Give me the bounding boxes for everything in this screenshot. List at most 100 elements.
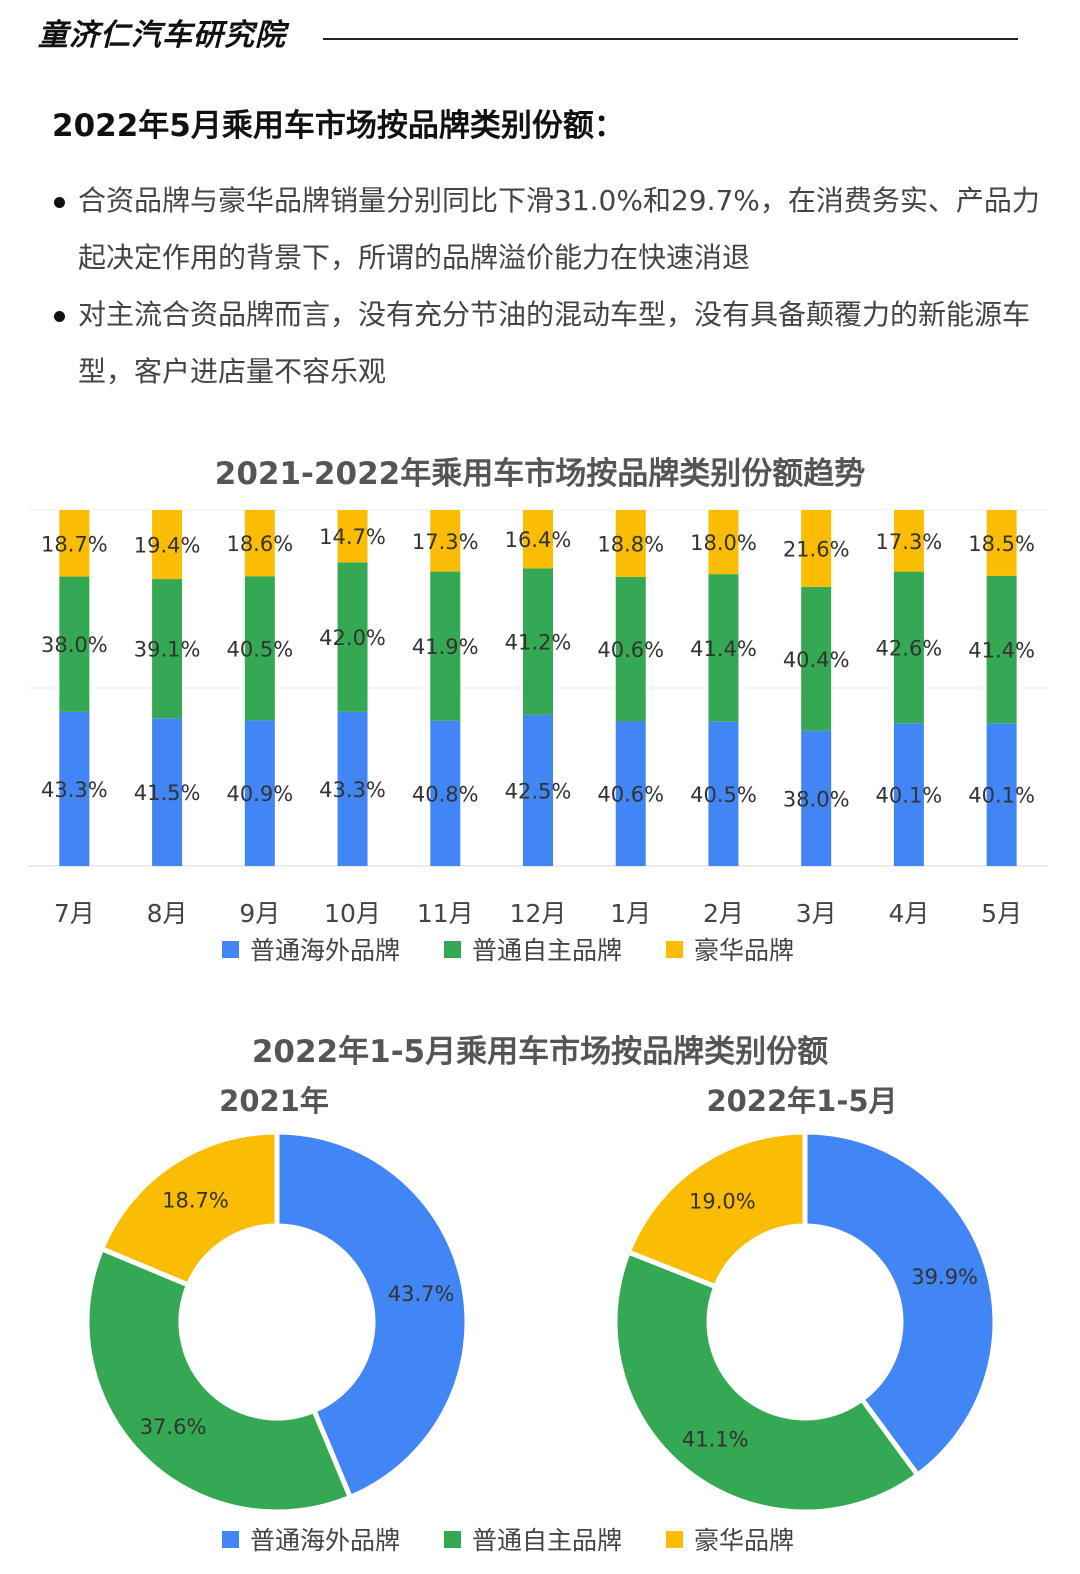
legend-swatch bbox=[222, 941, 239, 958]
data-label: 43.3% bbox=[319, 778, 386, 802]
bullet-list: 合资品牌与豪华品牌销量分别同比下滑31.0%和29.7%，在消费务实、产品力起决… bbox=[50, 172, 1040, 400]
bar-segment bbox=[523, 714, 553, 866]
section-title: 2022年5月乘用车市场按品牌类别份额： bbox=[52, 108, 625, 144]
legend-label: 普通自主品牌 bbox=[472, 936, 622, 965]
bar-segment bbox=[152, 579, 183, 719]
bar-segment bbox=[337, 510, 368, 563]
legend-label: 普通海外品牌 bbox=[250, 936, 400, 965]
donut-title: 2021年 bbox=[219, 1084, 329, 1118]
data-label: 14.7% bbox=[319, 525, 386, 549]
bar-segment bbox=[615, 576, 646, 722]
donut-charts: 2021年 43.7% 37.6% 18.7% 2022年1-5月 39.9% 41.1% 1… bbox=[84, 1084, 998, 1555]
bar-segment bbox=[615, 510, 646, 577]
bar-segment bbox=[801, 730, 832, 866]
slice-label: 43.7% bbox=[388, 1282, 455, 1306]
bar-segment bbox=[430, 720, 461, 866]
data-label: 43.3% bbox=[41, 778, 108, 802]
x-tick-label: 12月 bbox=[510, 899, 567, 928]
bullet-item: 合资品牌与豪华品牌销量分别同比下滑31.0%和29.7%，在消费务实、产品力起决… bbox=[50, 172, 1040, 286]
bar-segment bbox=[59, 510, 90, 577]
data-label: 41.2% bbox=[505, 631, 572, 655]
x-tick-label: 3月 bbox=[796, 899, 837, 928]
bar-segment bbox=[801, 586, 832, 731]
x-tick-label: 5月 bbox=[981, 899, 1022, 928]
donut-title: 2022年1-5月 bbox=[706, 1084, 897, 1118]
donut-slice bbox=[625, 1129, 808, 1290]
brand-title: 童济仁汽车研究院 bbox=[38, 18, 286, 53]
data-label: 41.4% bbox=[690, 637, 757, 661]
bar-segment bbox=[244, 510, 275, 577]
data-label: 40.6% bbox=[597, 638, 664, 662]
data-label: 40.1% bbox=[968, 784, 1035, 808]
data-label: 41.4% bbox=[968, 639, 1035, 663]
header-rule bbox=[323, 38, 1018, 40]
page-header: 童济仁汽车研究院 bbox=[38, 4, 1018, 53]
bullet-text: 对主流合资品牌而言，没有充分节油的混动车型，没有具备颠覆力的新能源车型，客户进店… bbox=[78, 298, 1031, 388]
data-label: 40.5% bbox=[226, 637, 293, 661]
data-label: 40.5% bbox=[690, 783, 757, 807]
x-tick-label: 2月 bbox=[703, 899, 744, 928]
slice-label: 18.7% bbox=[162, 1189, 229, 1213]
data-label: 40.9% bbox=[226, 782, 293, 806]
data-label: 17.3% bbox=[412, 530, 479, 554]
legend-swatch bbox=[666, 1531, 683, 1548]
x-tick-label: 4月 bbox=[888, 899, 929, 928]
bullet-dot-icon bbox=[54, 311, 65, 322]
bar-segment bbox=[615, 721, 646, 866]
bar-segment bbox=[523, 568, 553, 715]
bullet-item: 对主流合资品牌而言，没有充分节油的混动车型，没有具备颠覆力的新能源车型，客户进店… bbox=[50, 286, 1040, 400]
data-label: 16.4% bbox=[505, 528, 572, 552]
legend-swatch bbox=[444, 941, 461, 958]
bar-segment bbox=[59, 576, 90, 712]
x-tick-label: 7月 bbox=[54, 899, 95, 928]
bar-segment bbox=[893, 510, 924, 572]
legend-swatch bbox=[222, 1531, 239, 1548]
donut-slice bbox=[802, 1129, 998, 1479]
legend-label: 普通自主品牌 bbox=[472, 1526, 622, 1555]
data-label: 18.5% bbox=[968, 532, 1035, 556]
data-label: 42.0% bbox=[319, 626, 386, 650]
data-label: 38.0% bbox=[41, 633, 108, 657]
data-label: 40.8% bbox=[412, 782, 479, 806]
bar-segment bbox=[801, 510, 832, 587]
bar-segment bbox=[430, 571, 461, 721]
bar-segment bbox=[59, 711, 90, 866]
legend-swatch bbox=[666, 941, 683, 958]
bar-segment bbox=[337, 711, 368, 866]
bar-segment bbox=[430, 510, 461, 572]
x-tick-label: 8月 bbox=[147, 899, 188, 928]
bar-segment bbox=[523, 510, 553, 569]
bullet-dot-icon bbox=[54, 197, 65, 208]
data-label: 40.1% bbox=[876, 784, 943, 808]
donut-slice bbox=[98, 1129, 280, 1289]
bar-segment bbox=[708, 574, 739, 722]
bar-segment bbox=[152, 510, 183, 580]
bullet-text: 合资品牌与豪华品牌销量分别同比下滑31.0%和29.7%，在消费务实、产品力起决… bbox=[78, 184, 1040, 274]
bar-segment bbox=[893, 571, 924, 724]
bar-chart-title: 2021-2022年乘用车市场按品牌类别份额趋势 bbox=[214, 456, 866, 492]
data-label: 42.6% bbox=[876, 636, 943, 660]
data-label: 18.7% bbox=[41, 532, 108, 556]
slice-label: 39.9% bbox=[911, 1265, 978, 1289]
donut-chart-title: 2022年1-5月乘用车市场按品牌类别份额 bbox=[251, 1034, 829, 1070]
slice-label: 37.6% bbox=[140, 1415, 207, 1439]
bar-segment bbox=[244, 576, 275, 721]
data-label: 41.9% bbox=[412, 635, 479, 659]
data-label: 21.6% bbox=[783, 537, 850, 561]
legend-label: 豪华品牌 bbox=[694, 1526, 794, 1555]
x-tick-label: 10月 bbox=[324, 899, 381, 928]
bar-segment bbox=[986, 723, 1017, 866]
legend-swatch bbox=[444, 1531, 461, 1548]
data-label: 19.4% bbox=[134, 534, 201, 558]
legend-label: 普通海外品牌 bbox=[250, 1526, 400, 1555]
legend-label: 豪华品牌 bbox=[694, 936, 794, 965]
data-label: 41.5% bbox=[134, 781, 201, 805]
data-label: 18.8% bbox=[597, 532, 664, 556]
x-tick-label: 11月 bbox=[417, 899, 474, 928]
data-label: 17.3% bbox=[876, 530, 943, 554]
data-label: 38.0% bbox=[783, 787, 850, 811]
data-label: 18.0% bbox=[690, 531, 757, 555]
x-tick-label: 1月 bbox=[610, 899, 651, 928]
bar-segment bbox=[893, 723, 924, 866]
bar-segment bbox=[337, 562, 368, 712]
